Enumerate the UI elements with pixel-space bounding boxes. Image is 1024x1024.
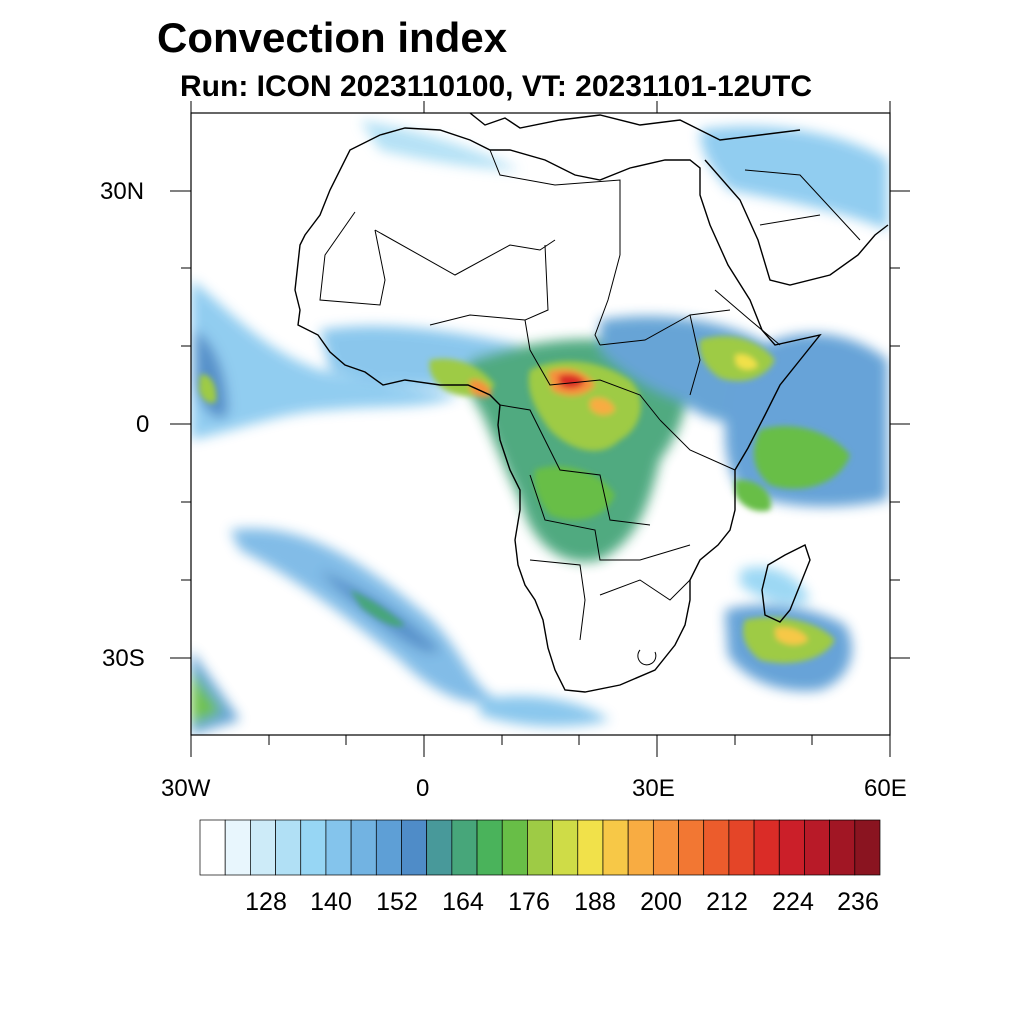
madagascar-east-band: [740, 566, 810, 605]
south-atlantic-core: [350, 590, 405, 627]
mediterranean-north: [469, 113, 801, 141]
arabia-region: [700, 126, 888, 230]
colorbar-swatch: [224, 819, 251, 876]
south-cape-band: [480, 696, 610, 727]
colorbar-swatch: [804, 819, 830, 876]
colorbar-swatch: [652, 819, 679, 876]
mozambique-convection: [735, 479, 771, 512]
x-tick-label-30e: 30E: [632, 775, 675, 802]
chart-subtitle: Run: ICON 2023110100, VT: 20231101-12UTC: [180, 70, 813, 103]
y-tick-label-30s: 30S: [102, 645, 145, 672]
colorbar-label: 236: [837, 888, 879, 916]
y-tick-label-0: 0: [136, 411, 150, 438]
colorbar-swatch: [501, 819, 528, 876]
colorbar-swatch: [703, 819, 730, 876]
axis-ticks: [170, 101, 910, 757]
colorbar-swatch: [577, 819, 604, 876]
central-africa-hot-3: [590, 398, 615, 415]
colorbar-swatch: [753, 819, 780, 876]
colorbar-label: 200: [640, 888, 682, 916]
colorbar: [199, 819, 881, 876]
colorbar-swatch: [552, 819, 579, 876]
colorbar-swatch: [678, 819, 705, 876]
north-sahara-band: [360, 120, 520, 170]
x-tick-label-60e: 60E: [864, 775, 907, 802]
colorbar-swatch: [275, 819, 302, 876]
colorbar-swatch: [199, 819, 226, 876]
country-borders: [319, 149, 861, 666]
colorbar-label: 140: [310, 888, 352, 916]
colorbar-swatch: [451, 819, 478, 876]
atlantic-west-core: [199, 374, 217, 404]
x-tick-label-30w: 30W: [161, 775, 211, 802]
colorbar-swatch: [375, 819, 402, 876]
y-tick-label-30n: 30N: [100, 178, 145, 205]
madagascar-coastline: [761, 544, 811, 623]
x-tick-label-0: 0: [416, 775, 430, 802]
indian-ocean-convection: [754, 426, 850, 489]
colorbar-swatch: [300, 819, 327, 876]
colorbar-label: 152: [376, 888, 418, 916]
colorbar-swatch: [476, 819, 503, 876]
colorbar-label: 128: [245, 888, 287, 916]
colorbar-label: 212: [706, 888, 748, 916]
equatorial-atlantic-band: [191, 280, 460, 440]
colorbar-swatch: [829, 819, 856, 876]
colorbar-swatch: [401, 819, 428, 876]
colorbar-label: 176: [508, 888, 550, 916]
colorbar-swatch: [250, 819, 276, 876]
colorbar-swatch: [627, 819, 654, 876]
central-africa-hot-2: [558, 374, 585, 389]
colorbar-swatch: [602, 819, 629, 876]
ethiopia-hot: [735, 354, 758, 370]
colorbar-swatch: [527, 819, 553, 876]
colorbar-label: 224: [772, 888, 814, 916]
arabia-coastline: [704, 159, 889, 286]
colorbar-swatch: [728, 819, 755, 876]
southwest-corner-core: [191, 670, 222, 725]
colorbar-swatch: [778, 819, 805, 876]
colorbar-swatch: [350, 819, 377, 876]
colorbar-swatch: [325, 819, 352, 876]
chart-title: Convection index: [157, 14, 508, 61]
south-atlantic-band: [230, 528, 500, 704]
convection-field: [191, 120, 888, 735]
colorbar-label: 164: [442, 888, 484, 916]
colorbar-label: 188: [574, 888, 616, 916]
colorbar-swatch: [854, 819, 881, 876]
madagascar-south-hot: [775, 627, 808, 645]
colorbar-swatch: [426, 819, 453, 876]
drc-convection: [534, 466, 615, 520]
